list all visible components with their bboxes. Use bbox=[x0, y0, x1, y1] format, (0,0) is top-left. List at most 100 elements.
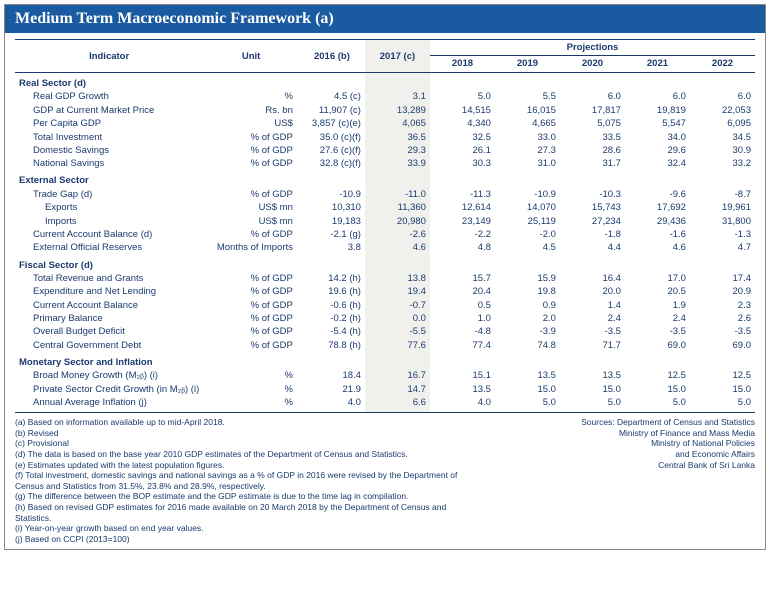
cell-empty bbox=[495, 170, 560, 187]
row-label: Imports bbox=[15, 214, 203, 227]
cell-value: 15.0 bbox=[690, 383, 755, 396]
cell-value: 12.5 bbox=[625, 369, 690, 382]
cell-value: 6,095 bbox=[690, 117, 755, 130]
cell-value: 26.1 bbox=[430, 144, 495, 157]
row-label: External Official Reserves bbox=[15, 241, 203, 254]
cell-value: 6.0 bbox=[560, 90, 625, 103]
cell-value: 19.4 bbox=[365, 285, 430, 298]
cell-value: 4.4 bbox=[560, 241, 625, 254]
source-line: Department of Census and Statistics bbox=[617, 417, 755, 427]
cell-value: 6.6 bbox=[365, 396, 430, 413]
cell-empty bbox=[365, 73, 430, 91]
cell-value: 1.9 bbox=[625, 298, 690, 311]
row-unit: Months of Imports bbox=[203, 241, 299, 254]
table-row: Primary Balance% of GDP-0.2 (h)0.01.02.0… bbox=[15, 312, 755, 325]
table-body: Real Sector (d)Real GDP Growth%4.5 (c)3.… bbox=[15, 73, 755, 413]
cell-value: 4,340 bbox=[430, 117, 495, 130]
cell-value: 12,614 bbox=[430, 201, 495, 214]
cell-value: 18.4 bbox=[299, 369, 365, 382]
row-label: Overall Budget Deficit bbox=[15, 325, 203, 338]
sources: Sources: Department of Census and Statis… bbox=[470, 417, 755, 545]
cell-empty bbox=[625, 352, 690, 369]
cell-value: 14.7 bbox=[365, 383, 430, 396]
footnote-line: (a) Based on information available up to… bbox=[15, 417, 470, 428]
cell-value: 77.6 bbox=[365, 339, 430, 352]
col-2018: 2018 bbox=[430, 56, 495, 73]
cell-value: 19,961 bbox=[690, 201, 755, 214]
cell-value: 17,817 bbox=[560, 104, 625, 117]
cell-empty bbox=[495, 73, 560, 91]
cell-empty bbox=[690, 73, 755, 91]
table-row: Domestic Savings% of GDP27.6 (c)(f)29.32… bbox=[15, 144, 755, 157]
cell-value: 5.0 bbox=[690, 396, 755, 413]
cell-value: 5,075 bbox=[560, 117, 625, 130]
cell-empty bbox=[495, 352, 560, 369]
cell-value: 77.4 bbox=[430, 339, 495, 352]
cell-value: 33.9 bbox=[365, 157, 430, 170]
row-label: Primary Balance bbox=[15, 312, 203, 325]
cell-empty bbox=[625, 170, 690, 187]
row-unit: % bbox=[203, 396, 299, 413]
table-head: Indicator Unit 2016 (b) 2017 (c) Project… bbox=[15, 40, 755, 73]
section-header: Real Sector (d) bbox=[15, 73, 365, 91]
cell-value: 4,665 bbox=[495, 117, 560, 130]
cell-value: 2.4 bbox=[625, 312, 690, 325]
col-indicator: Indicator bbox=[15, 40, 203, 73]
cell-value: 30.9 bbox=[690, 144, 755, 157]
footnote-line: (d) The data is based on the base year 2… bbox=[15, 449, 470, 460]
table-frame: Medium Term Macroeconomic Framework (a) … bbox=[4, 4, 766, 550]
cell-empty bbox=[560, 170, 625, 187]
row-label: Total Revenue and Grants bbox=[15, 272, 203, 285]
cell-value: 4.6 bbox=[365, 241, 430, 254]
footnote-line: (c) Provisional bbox=[15, 438, 470, 449]
cell-value: -8.7 bbox=[690, 188, 755, 201]
cell-value: 22,053 bbox=[690, 104, 755, 117]
table-row: ExportsUS$ mn10,31011,36012,61414,07015,… bbox=[15, 201, 755, 214]
row-unit: % bbox=[203, 383, 299, 396]
table-row: Annual Average Inflation (j)%4.06.64.05.… bbox=[15, 396, 755, 413]
cell-value: -3.5 bbox=[560, 325, 625, 338]
table-row: National Savings% of GDP32.8 (c)(f)33.93… bbox=[15, 157, 755, 170]
cell-value: 69.0 bbox=[625, 339, 690, 352]
content-area: Indicator Unit 2016 (b) 2017 (c) Project… bbox=[5, 33, 765, 549]
row-unit: US$ mn bbox=[203, 201, 299, 214]
cell-value: -1.8 bbox=[560, 228, 625, 241]
cell-value: -2.2 bbox=[430, 228, 495, 241]
cell-value: 19,183 bbox=[299, 214, 365, 227]
cell-value: 34.0 bbox=[625, 130, 690, 143]
cell-value: -2.0 bbox=[495, 228, 560, 241]
cell-value: -0.2 (h) bbox=[299, 312, 365, 325]
cell-value: 32.4 bbox=[625, 157, 690, 170]
cell-value: 69.0 bbox=[690, 339, 755, 352]
row-label: Annual Average Inflation (j) bbox=[15, 396, 203, 413]
cell-value: 20.4 bbox=[430, 285, 495, 298]
table-row: Private Sector Credit Growth (in M₂ᵦ) (i… bbox=[15, 383, 755, 396]
footnote-line: (b) Revised bbox=[15, 428, 470, 439]
footnote-line: (f) Total investment, domestic savings a… bbox=[15, 470, 470, 491]
cell-value: 23,149 bbox=[430, 214, 495, 227]
cell-value: 2.3 bbox=[690, 298, 755, 311]
cell-value: 3.1 bbox=[365, 90, 430, 103]
cell-value: 33.2 bbox=[690, 157, 755, 170]
cell-value: 5.0 bbox=[430, 90, 495, 103]
cell-value: 16.4 bbox=[560, 272, 625, 285]
row-label: Private Sector Credit Growth (in M₂ᵦ) (i… bbox=[15, 383, 203, 396]
cell-value: 16,015 bbox=[495, 104, 560, 117]
cell-value: 4.7 bbox=[690, 241, 755, 254]
cell-empty bbox=[560, 255, 625, 272]
row-label: Exports bbox=[15, 201, 203, 214]
cell-value: -11.3 bbox=[430, 188, 495, 201]
cell-value: -0.6 (h) bbox=[299, 298, 365, 311]
cell-value: 11,360 bbox=[365, 201, 430, 214]
cell-empty bbox=[365, 170, 430, 187]
cell-value: 1.4 bbox=[560, 298, 625, 311]
cell-empty bbox=[430, 170, 495, 187]
cell-value: -2.1 (g) bbox=[299, 228, 365, 241]
cell-empty bbox=[560, 352, 625, 369]
row-unit: % of GDP bbox=[203, 157, 299, 170]
cell-value: 19.6 (h) bbox=[299, 285, 365, 298]
table-row: Real GDP Growth%4.5 (c)3.15.05.56.06.06.… bbox=[15, 90, 755, 103]
row-unit: US$ bbox=[203, 117, 299, 130]
section-header: External Sector bbox=[15, 170, 365, 187]
cell-value: 14,070 bbox=[495, 201, 560, 214]
